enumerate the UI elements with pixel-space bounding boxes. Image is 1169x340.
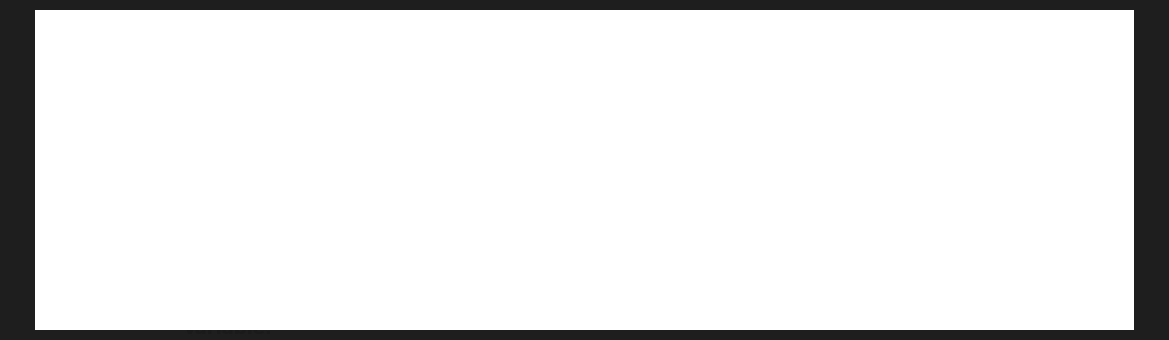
Text: a): a)	[74, 49, 94, 67]
Text: i)  Show that the standard score of the sample mean $\bar{X}$, is equal to $Y$.: i) Show that the standard score of the s…	[145, 189, 844, 214]
Bar	[1092, 224, 1116, 248]
Text: and $Y = \dfrac{\sum_{i=1}^{n} X_i}{\sqrt{n}} - \theta\sqrt{n}.$: and $Y = \dfrac{\sum_{i=1}^{n} X_i}{\sqr…	[145, 129, 350, 206]
Polygon shape	[1092, 244, 1116, 248]
Bar	[1092, 303, 1116, 327]
Text: variable.: variable.	[184, 320, 272, 338]
Bar	[1080, 228, 1094, 243]
Text: ii)  Show that the mean and variance of the random variable $Y$ are 0 and 1, res: ii) Show that the mean and variance of t…	[145, 237, 1043, 259]
Text: Let $X_1, X_2, X_3, ..., X_n$ be a random sample of size $n$ from population $X$: Let $X_1, X_2, X_3, ..., X_n$ be a rando…	[145, 49, 1071, 71]
Text: iii) Show using the moment generating function technique that $Y$ is a standard : iii) Show using the moment generating fu…	[145, 282, 1107, 304]
Bar	[1092, 173, 1116, 197]
